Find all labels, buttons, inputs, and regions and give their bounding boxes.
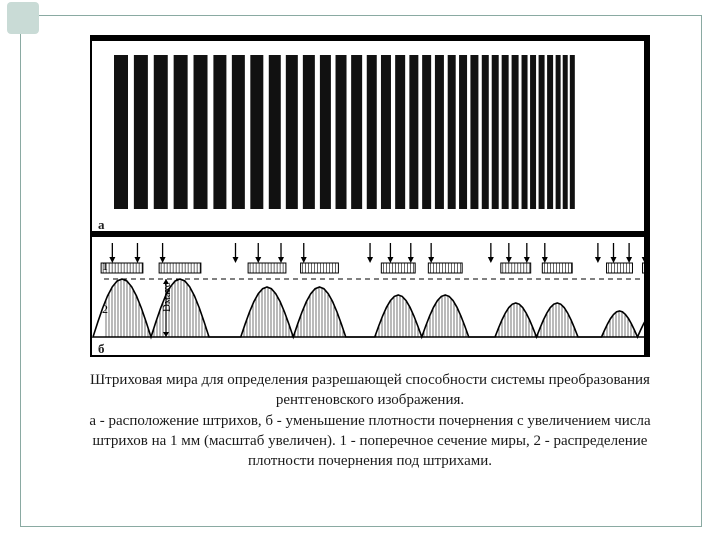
caption-line1: Штриховая мира для определения разрешающ… <box>90 372 650 388</box>
svg-text:Dмакс: Dмакс <box>161 282 173 312</box>
caption-line2: рентгеновского изображения. <box>276 392 464 408</box>
bar-pattern-svg <box>92 41 648 231</box>
caption-line3: а - расположение штрихов, б - уменьшение… <box>89 413 650 429</box>
figure-area: а 12Dмакс б <box>90 35 650 357</box>
caption-line4: штрихов на 1 мм (масштаб увеличен). 1 - … <box>93 433 648 449</box>
caption: Штриховая мира для определения разрешающ… <box>60 370 680 471</box>
panel-b: 12Dмакс б <box>90 231 650 357</box>
panel-b-label: б <box>98 341 105 357</box>
caption-line5: плотности почернения под штрихами. <box>248 453 492 469</box>
panel-a: а <box>90 35 650 233</box>
wave-svg: 12Dмакс <box>92 237 648 355</box>
